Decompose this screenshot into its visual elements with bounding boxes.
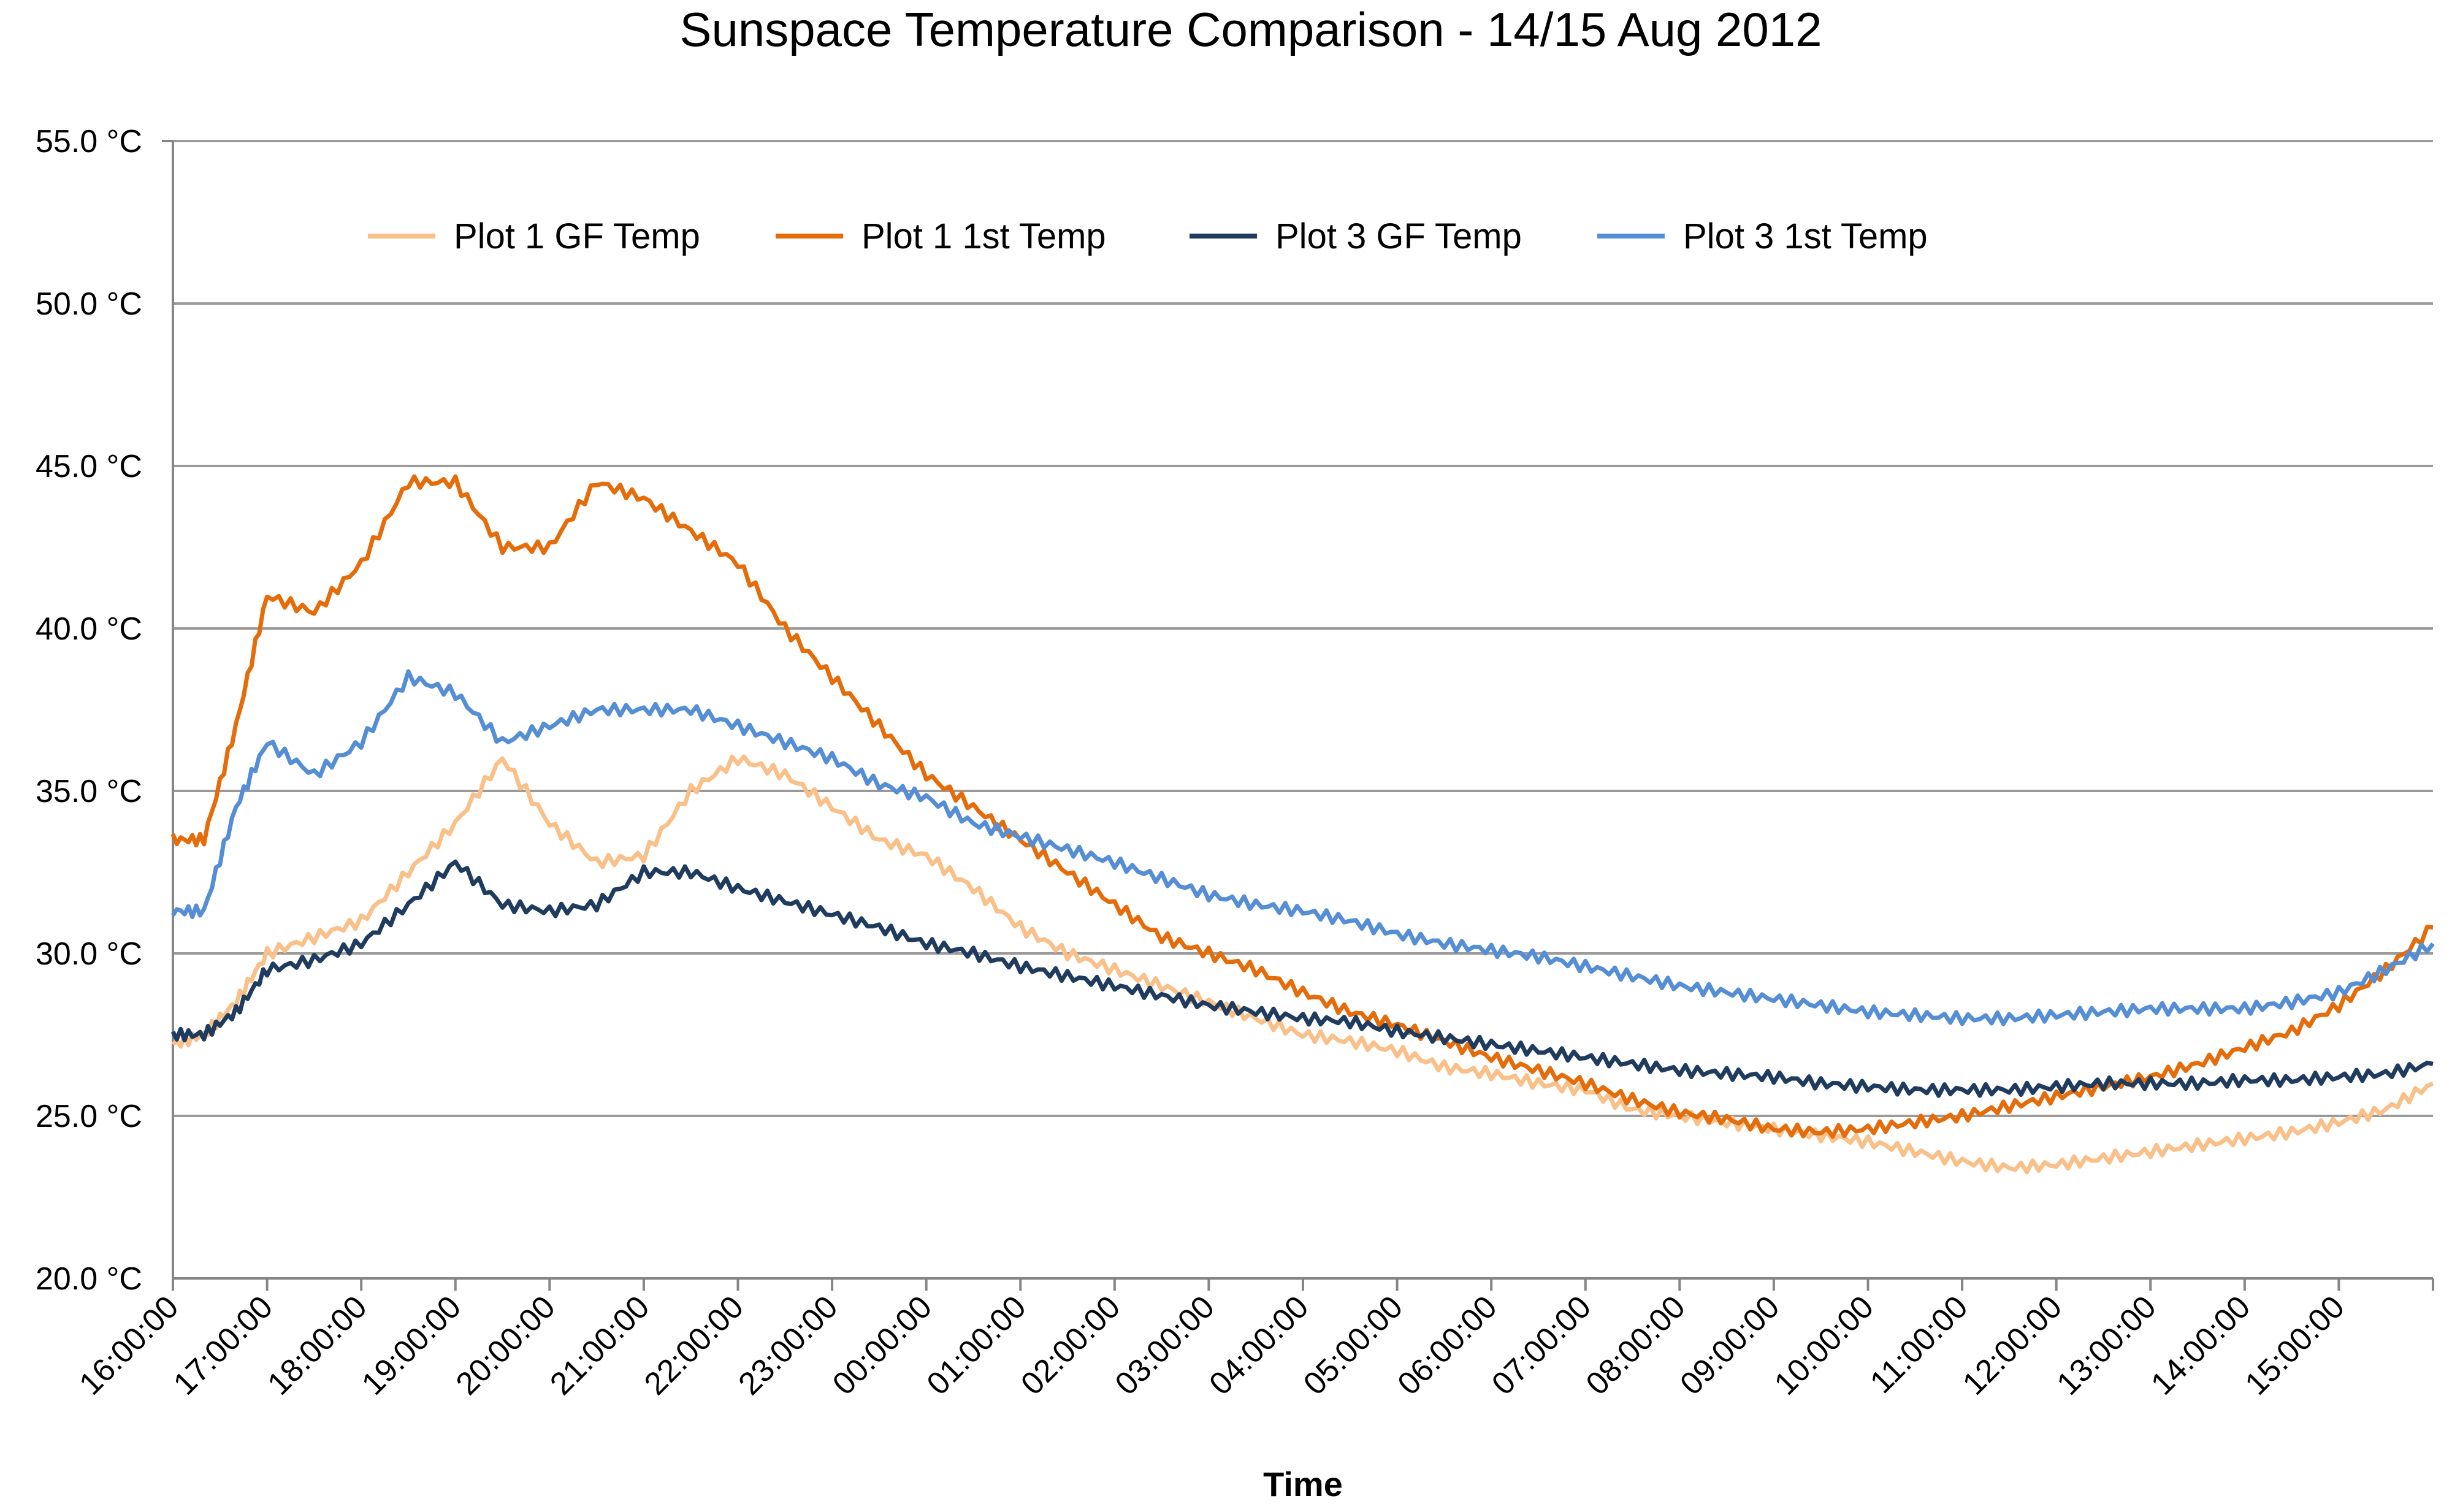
- series-line-plot-1-1st-temp: [170, 474, 2434, 1139]
- x-tick-label: 14:00:00: [2144, 1289, 2257, 1402]
- grid-lines: [173, 140, 2433, 1117]
- x-axis-ticks: 16:00:0017:00:0018:00:0019:00:0020:00:00…: [72, 1278, 2434, 1402]
- x-tick-label: 08:00:00: [1579, 1289, 1692, 1402]
- y-tick-label: 55.0 °C: [36, 124, 142, 159]
- y-tick-label: 50.0 °C: [36, 286, 142, 322]
- x-tick-label: 15:00:00: [2239, 1289, 2351, 1402]
- x-axis-label: Time: [1263, 1465, 1343, 1503]
- x-tick-label: 18:00:00: [261, 1289, 374, 1402]
- y-axis-ticks: 20.0 °C 25.0 °C 30.0 °C 35.0 °C 40.0 °C 45.0 …: [36, 124, 142, 1297]
- series-line-plot-3-1st-temp: [171, 669, 2435, 1026]
- series-line-plot-3-gf-temp: [170, 859, 2434, 1098]
- y-tick-label: 35.0 °C: [36, 774, 142, 809]
- y-tick-label: 25.0 °C: [36, 1099, 142, 1134]
- x-tick-label: 16:00:00: [72, 1289, 185, 1402]
- series-lines: [170, 474, 2435, 1175]
- y-tick-label: 30.0 °C: [36, 936, 142, 972]
- x-tick-label: 13:00:00: [2050, 1289, 2163, 1402]
- x-tick-label: 05:00:00: [1297, 1289, 1410, 1402]
- x-tick-label: 06:00:00: [1391, 1289, 1504, 1402]
- legend-label: Plot 3 1st Temp: [1683, 216, 1928, 256]
- x-tick-label: 00:00:00: [826, 1289, 939, 1402]
- x-tick-label: 10:00:00: [1768, 1289, 1881, 1402]
- x-tick-label: 17:00:00: [167, 1289, 280, 1402]
- series-line-plot-1-gf-temp: [171, 754, 2434, 1175]
- x-tick-label: 23:00:00: [731, 1289, 844, 1402]
- x-tick-label: 01:00:00: [920, 1289, 1033, 1402]
- legend: Plot 1 GF Temp Plot 1 1st Temp Plot 3 GF T…: [368, 216, 1928, 256]
- x-tick-label: 11:00:00: [1863, 1289, 1974, 1400]
- x-tick-label: 02:00:00: [1014, 1289, 1127, 1402]
- x-tick-label: 20:00:00: [449, 1289, 562, 1402]
- y-tick-label: 20.0 °C: [36, 1261, 142, 1297]
- x-tick-label: 04:00:00: [1202, 1289, 1315, 1402]
- x-tick-label: 22:00:00: [638, 1289, 750, 1402]
- legend-label: Plot 1 1st Temp: [861, 216, 1106, 256]
- y-tick-label: 45.0 °C: [36, 449, 142, 484]
- y-tick-label: 40.0 °C: [36, 611, 142, 647]
- axes: [162, 140, 2433, 1291]
- legend-label: Plot 3 GF Temp: [1275, 216, 1522, 256]
- x-tick-label: 03:00:00: [1109, 1289, 1221, 1402]
- chart-title: Sunspace Temperature Comparison - 14/15 …: [679, 2, 1822, 56]
- x-tick-label: 19:00:00: [355, 1289, 468, 1402]
- x-tick-label: 09:00:00: [1673, 1289, 1786, 1402]
- x-tick-label: 21:00:00: [543, 1289, 656, 1402]
- x-tick-label: 12:00:00: [1956, 1289, 2069, 1402]
- legend-label: Plot 1 GF Temp: [454, 216, 700, 256]
- x-tick-label: 07:00:00: [1485, 1289, 1598, 1402]
